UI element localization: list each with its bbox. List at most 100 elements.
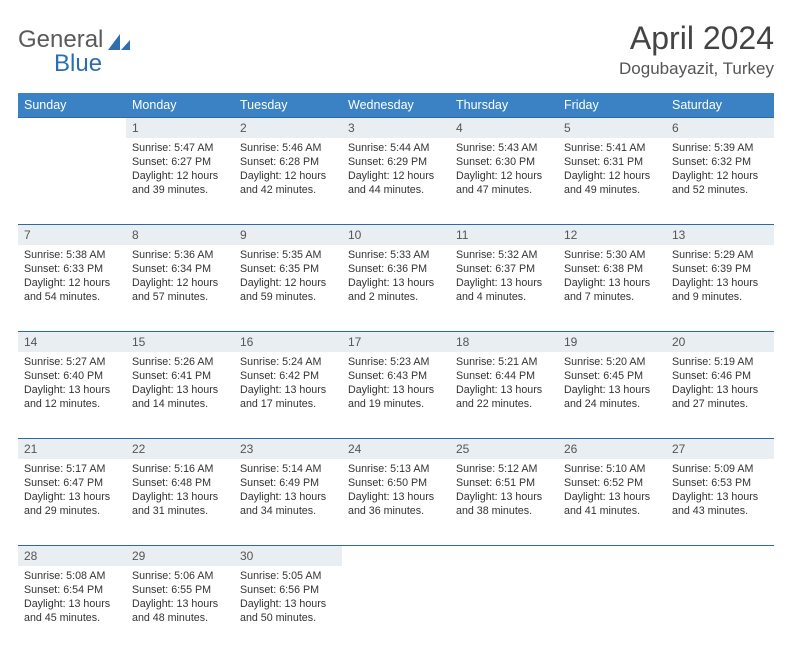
- daynum-cell: 11: [450, 224, 558, 245]
- brand-part2: Blue: [18, 50, 132, 78]
- day-content: Sunrise: 5:39 AMSunset: 6:32 PMDaylight:…: [666, 138, 774, 204]
- day-content: Sunrise: 5:46 AMSunset: 6:28 PMDaylight:…: [234, 138, 342, 204]
- day-cell: Sunrise: 5:30 AMSunset: 6:38 PMDaylight:…: [558, 245, 666, 331]
- daynum-cell: 27: [666, 438, 774, 459]
- sunset-text: Sunset: 6:45 PM: [564, 369, 660, 383]
- daynum-cell: 16: [234, 331, 342, 352]
- sunset-text: Sunset: 6:53 PM: [672, 476, 768, 490]
- day-cell: Sunrise: 5:08 AMSunset: 6:54 PMDaylight:…: [18, 566, 126, 652]
- daylight-text: and 54 minutes.: [24, 290, 120, 304]
- daylight-text: and 19 minutes.: [348, 397, 444, 411]
- day-content: Sunrise: 5:27 AMSunset: 6:40 PMDaylight:…: [18, 352, 126, 418]
- daylight-text: and 2 minutes.: [348, 290, 444, 304]
- sunrise-text: Sunrise: 5:38 AM: [24, 248, 120, 262]
- calendar-table: Sunday Monday Tuesday Wednesday Thursday…: [18, 93, 774, 652]
- sunrise-text: Sunrise: 5:47 AM: [132, 141, 228, 155]
- day-cell: Sunrise: 5:38 AMSunset: 6:33 PMDaylight:…: [18, 245, 126, 331]
- day-cell: Sunrise: 5:06 AMSunset: 6:55 PMDaylight:…: [126, 566, 234, 652]
- daynum-cell: 4: [450, 117, 558, 138]
- day-content: Sunrise: 5:41 AMSunset: 6:31 PMDaylight:…: [558, 138, 666, 204]
- day-content: Sunrise: 5:20 AMSunset: 6:45 PMDaylight:…: [558, 352, 666, 418]
- daylight-text: and 9 minutes.: [672, 290, 768, 304]
- daylight-text: Daylight: 13 hours: [672, 490, 768, 504]
- daylight-text: Daylight: 13 hours: [348, 490, 444, 504]
- daynum-cell: [342, 545, 450, 566]
- daynum-cell: 17: [342, 331, 450, 352]
- calendar-body: 123456Sunrise: 5:47 AMSunset: 6:27 PMDay…: [18, 117, 774, 652]
- daylight-text: and 17 minutes.: [240, 397, 336, 411]
- sunset-text: Sunset: 6:36 PM: [348, 262, 444, 276]
- day-number: 21: [18, 438, 126, 459]
- sunrise-text: Sunrise: 5:36 AM: [132, 248, 228, 262]
- daynum-cell: 13: [666, 224, 774, 245]
- sunrise-text: Sunrise: 5:14 AM: [240, 462, 336, 476]
- sunset-text: Sunset: 6:43 PM: [348, 369, 444, 383]
- daylight-text: Daylight: 13 hours: [672, 383, 768, 397]
- sunset-text: Sunset: 6:31 PM: [564, 155, 660, 169]
- day-number-empty: [342, 545, 450, 566]
- daylight-text: Daylight: 12 hours: [24, 276, 120, 290]
- daylight-text: Daylight: 13 hours: [24, 597, 120, 611]
- daynum-cell: 7: [18, 224, 126, 245]
- day-number: 25: [450, 438, 558, 459]
- sunrise-text: Sunrise: 5:41 AM: [564, 141, 660, 155]
- daylight-text: and 59 minutes.: [240, 290, 336, 304]
- daylight-text: Daylight: 13 hours: [564, 383, 660, 397]
- day-number: 2: [234, 117, 342, 138]
- daynum-cell: [558, 545, 666, 566]
- daylight-text: and 44 minutes.: [348, 183, 444, 197]
- day-content: Sunrise: 5:38 AMSunset: 6:33 PMDaylight:…: [18, 245, 126, 311]
- daylight-text: and 36 minutes.: [348, 504, 444, 518]
- sunrise-text: Sunrise: 5:10 AM: [564, 462, 660, 476]
- sunset-text: Sunset: 6:51 PM: [456, 476, 552, 490]
- daylight-text: and 50 minutes.: [240, 611, 336, 625]
- sunrise-text: Sunrise: 5:46 AM: [240, 141, 336, 155]
- day-cell: Sunrise: 5:12 AMSunset: 6:51 PMDaylight:…: [450, 459, 558, 545]
- sunrise-text: Sunrise: 5:08 AM: [24, 569, 120, 583]
- day-content: Sunrise: 5:12 AMSunset: 6:51 PMDaylight:…: [450, 459, 558, 525]
- sunrise-text: Sunrise: 5:39 AM: [672, 141, 768, 155]
- daylight-text: Daylight: 13 hours: [348, 276, 444, 290]
- daylight-text: and 43 minutes.: [672, 504, 768, 518]
- weekday-header: Friday: [558, 93, 666, 117]
- daylight-text: and 31 minutes.: [132, 504, 228, 518]
- day-number: 27: [666, 438, 774, 459]
- daynum-row: 123456: [18, 117, 774, 138]
- day-cell: Sunrise: 5:47 AMSunset: 6:27 PMDaylight:…: [126, 138, 234, 224]
- day-number: 30: [234, 545, 342, 566]
- sunrise-text: Sunrise: 5:16 AM: [132, 462, 228, 476]
- day-number: 16: [234, 331, 342, 352]
- sunset-text: Sunset: 6:49 PM: [240, 476, 336, 490]
- sunrise-text: Sunrise: 5:27 AM: [24, 355, 120, 369]
- day-content: Sunrise: 5:30 AMSunset: 6:38 PMDaylight:…: [558, 245, 666, 311]
- day-content: Sunrise: 5:17 AMSunset: 6:47 PMDaylight:…: [18, 459, 126, 525]
- daylight-text: and 57 minutes.: [132, 290, 228, 304]
- sunrise-text: Sunrise: 5:33 AM: [348, 248, 444, 262]
- daynum-cell: 3: [342, 117, 450, 138]
- day-number-empty: [558, 545, 666, 566]
- sunset-text: Sunset: 6:52 PM: [564, 476, 660, 490]
- daylight-text: Daylight: 13 hours: [132, 383, 228, 397]
- daylight-text: and 14 minutes.: [132, 397, 228, 411]
- daylight-text: and 12 minutes.: [24, 397, 120, 411]
- day-cell: Sunrise: 5:27 AMSunset: 6:40 PMDaylight:…: [18, 352, 126, 438]
- day-content: Sunrise: 5:16 AMSunset: 6:48 PMDaylight:…: [126, 459, 234, 525]
- sunrise-text: Sunrise: 5:17 AM: [24, 462, 120, 476]
- daylight-text: Daylight: 13 hours: [24, 490, 120, 504]
- location-label: Dogubayazit, Turkey: [619, 59, 774, 79]
- daylight-text: and 7 minutes.: [564, 290, 660, 304]
- day-content: Sunrise: 5:32 AMSunset: 6:37 PMDaylight:…: [450, 245, 558, 311]
- day-cell: Sunrise: 5:26 AMSunset: 6:41 PMDaylight:…: [126, 352, 234, 438]
- day-content: Sunrise: 5:43 AMSunset: 6:30 PMDaylight:…: [450, 138, 558, 204]
- sunrise-text: Sunrise: 5:13 AM: [348, 462, 444, 476]
- daylight-text: and 38 minutes.: [456, 504, 552, 518]
- sunset-text: Sunset: 6:27 PM: [132, 155, 228, 169]
- day-cell: Sunrise: 5:13 AMSunset: 6:50 PMDaylight:…: [342, 459, 450, 545]
- daynum-row: 14151617181920: [18, 331, 774, 352]
- daylight-text: and 27 minutes.: [672, 397, 768, 411]
- day-content: Sunrise: 5:35 AMSunset: 6:35 PMDaylight:…: [234, 245, 342, 311]
- day-cell: Sunrise: 5:10 AMSunset: 6:52 PMDaylight:…: [558, 459, 666, 545]
- day-number: 11: [450, 224, 558, 245]
- sunset-text: Sunset: 6:55 PM: [132, 583, 228, 597]
- day-cell: Sunrise: 5:14 AMSunset: 6:49 PMDaylight:…: [234, 459, 342, 545]
